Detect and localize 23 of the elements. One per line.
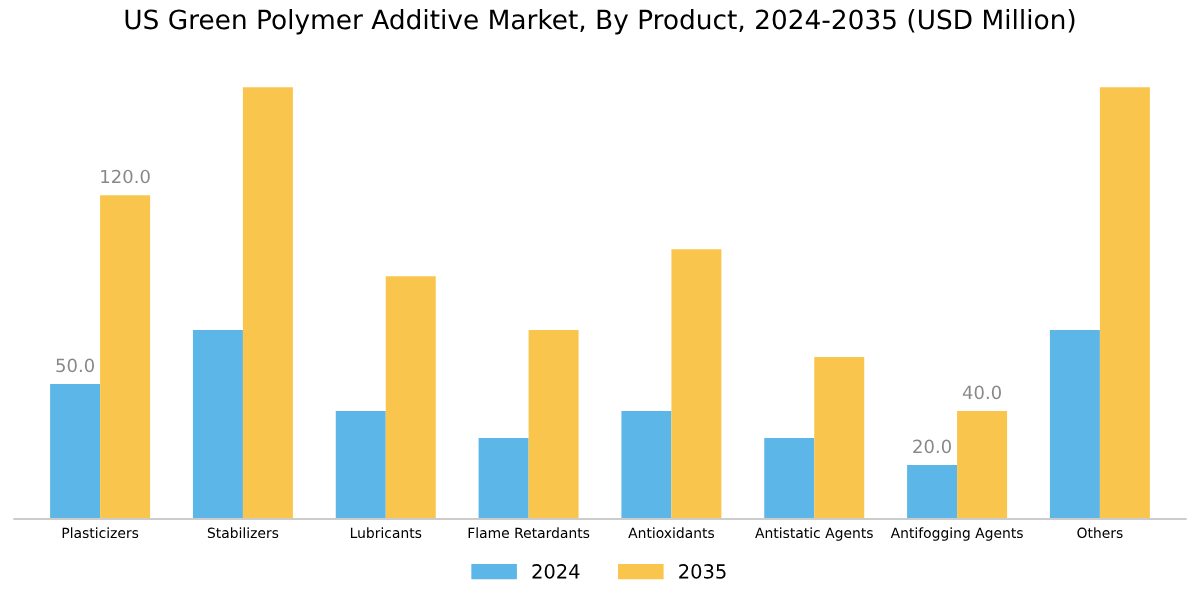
- bar: [621, 411, 672, 519]
- bar: [478, 438, 529, 519]
- bar: [335, 411, 386, 519]
- bar: [814, 357, 865, 519]
- bar: [1099, 87, 1150, 519]
- data-label: 20.0: [913, 439, 951, 454]
- bar: [385, 276, 436, 519]
- bar: [1049, 330, 1100, 519]
- bar: [50, 384, 101, 519]
- bar: [907, 465, 958, 519]
- bar: [242, 87, 293, 519]
- bar: [671, 249, 722, 519]
- data-label: 120.0: [101, 169, 150, 184]
- legend-label: 2035: [679, 564, 726, 579]
- data-label: 40.0: [962, 385, 1001, 400]
- bar: [957, 411, 1008, 519]
- data-label: 50.0: [56, 358, 94, 373]
- chart-title: US Green Polymer Additive Market, By Product, 2024-2035 (USD Million): [125, 9, 1075, 35]
- bar: [528, 330, 579, 519]
- bar: [764, 438, 815, 519]
- bar: [100, 195, 151, 519]
- legend-label: 2024: [532, 564, 580, 579]
- bar: [192, 330, 243, 519]
